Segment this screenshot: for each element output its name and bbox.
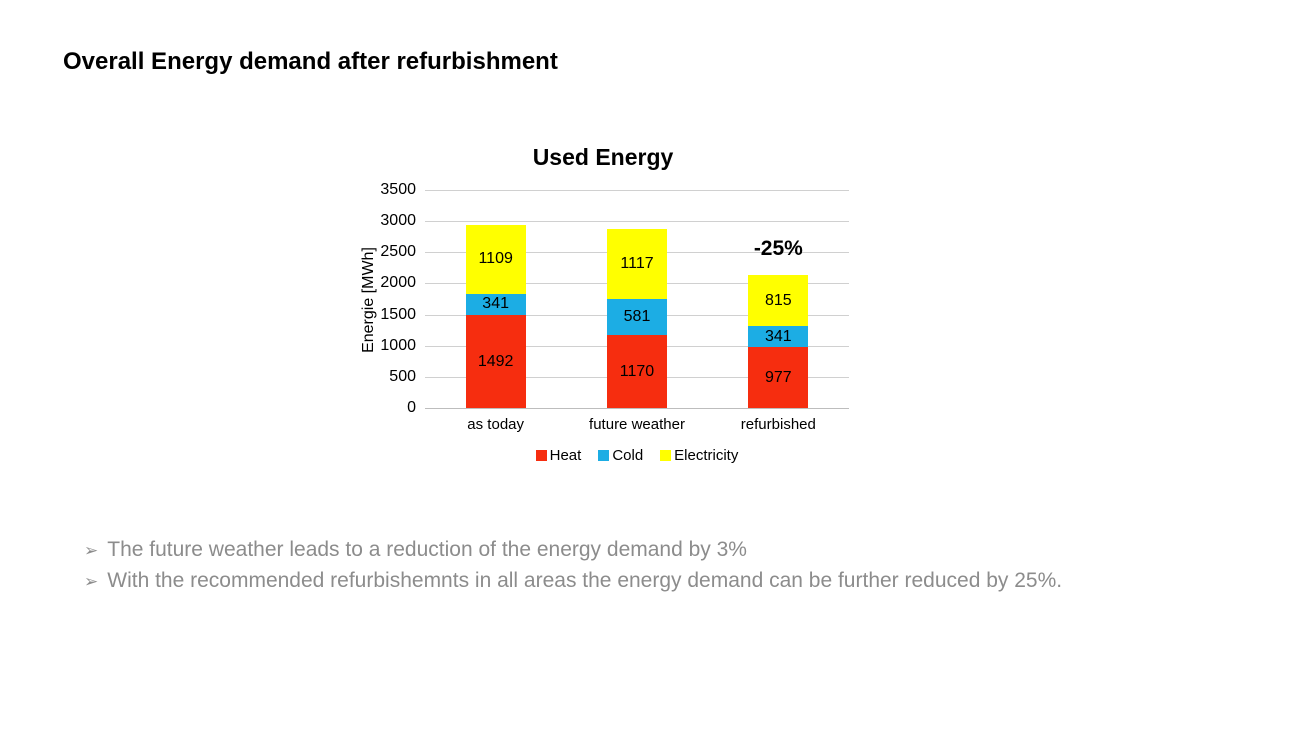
chart-title: Used Energy bbox=[532, 144, 674, 170]
gridline bbox=[425, 190, 849, 191]
y-tick-label: 0 bbox=[407, 399, 416, 416]
x-category-label: refurbished bbox=[740, 416, 816, 433]
gridline bbox=[425, 221, 849, 222]
segment-value-label: 341 bbox=[764, 327, 792, 345]
legend-item-heat: Heat bbox=[535, 447, 582, 464]
x-category-label: as today bbox=[467, 416, 525, 433]
legend-label: Electricity bbox=[674, 447, 739, 464]
legend-item-electricity: Electricity bbox=[660, 447, 738, 464]
legend-swatch-icon bbox=[660, 450, 672, 461]
y-tick-label: 500 bbox=[389, 368, 416, 385]
bar-segment-electricity bbox=[465, 224, 526, 294]
segment-value-label: 1109 bbox=[478, 250, 513, 268]
bar-segment-heat bbox=[465, 315, 526, 408]
bullet-arrow-icon: ➢ bbox=[84, 541, 99, 561]
bullet-list: ➢ The future weather leads to a reduction… bbox=[84, 535, 1224, 597]
legend-swatch-icon bbox=[535, 450, 547, 461]
y-tick-label: 3000 bbox=[380, 212, 416, 229]
bar-segment-heat bbox=[748, 347, 809, 408]
bar-segment-cold bbox=[465, 293, 526, 316]
segment-value-label: 581 bbox=[623, 308, 651, 326]
segment-value-label: 1170 bbox=[619, 362, 655, 380]
y-tick-label: 3500 bbox=[380, 181, 416, 198]
bullet-item: ➢ The future weather leads to a reduction… bbox=[84, 535, 1224, 566]
segment-value-label: 977 bbox=[764, 368, 792, 386]
y-tick-label: 1500 bbox=[380, 306, 416, 323]
y-tick-label: 1000 bbox=[380, 337, 416, 354]
slide-title: Overall Energy demand after refurbishmen… bbox=[63, 48, 558, 75]
reduction-annotation: -25% bbox=[753, 237, 803, 261]
bar-segment-electricity bbox=[607, 229, 667, 299]
legend-item-cold: Cold bbox=[598, 447, 643, 464]
segment-value-label: 815 bbox=[764, 291, 792, 309]
bullet-item: ➢ With the recommended refurbishemnts in … bbox=[84, 566, 1224, 597]
segment-value-label: 1117 bbox=[620, 255, 654, 273]
bullet-arrow-icon: ➢ bbox=[84, 572, 99, 592]
segment-value-label: 341 bbox=[482, 295, 509, 313]
bar-segment-cold bbox=[607, 298, 667, 336]
bullet-text: The future weather leads to a reduction … bbox=[107, 538, 747, 561]
bullet-text: With the recommended refurbishemnts in a… bbox=[107, 569, 1063, 592]
y-tick-label: 2500 bbox=[380, 243, 416, 260]
x-category-label: future weather bbox=[589, 416, 685, 433]
legend-label: Heat bbox=[549, 447, 582, 464]
bar-segment-heat bbox=[607, 335, 667, 408]
legend-swatch-icon bbox=[598, 450, 610, 461]
segment-value-label: 1492 bbox=[477, 352, 514, 370]
legend-label: Cold bbox=[612, 447, 644, 464]
bar-segment-cold bbox=[748, 325, 809, 348]
x-axis-line bbox=[425, 408, 849, 409]
bar-segment-electricity bbox=[748, 275, 809, 326]
chart-legend: Heat Cold Electricity bbox=[425, 447, 849, 464]
y-tick-label: 2000 bbox=[380, 274, 416, 291]
